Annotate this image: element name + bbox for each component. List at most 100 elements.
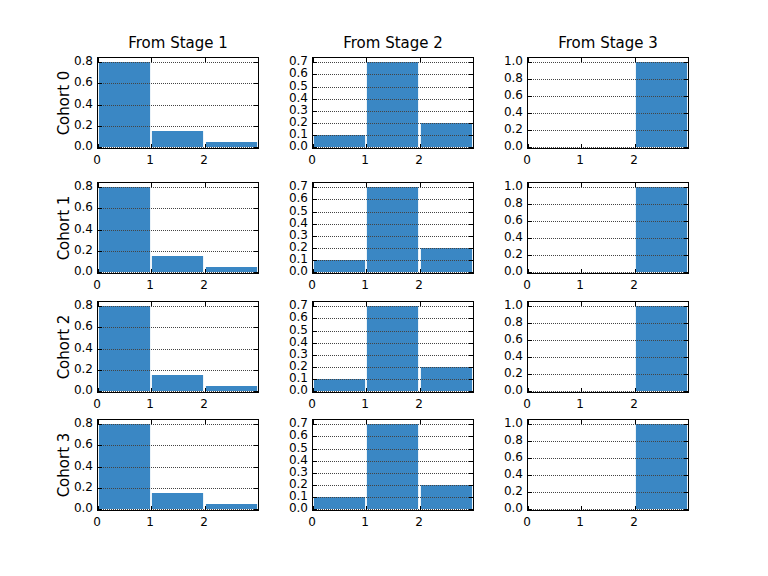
y-tick-mark [469,236,473,237]
gridline [528,96,688,97]
y-tick-mark [684,238,688,239]
x-tick-label: 1 [565,153,595,167]
x-tick-mark [420,302,421,306]
y-tick-label: 0.2 [477,366,523,380]
y-tick-mark [469,424,473,425]
y-tick-mark [98,349,102,350]
gridline [528,130,688,131]
x-tick-mark [528,506,529,510]
y-tick-mark [528,323,532,324]
y-tick-mark [98,208,102,209]
y-tick-mark [469,147,473,148]
gridline [528,147,688,148]
x-tick-mark [528,58,529,62]
y-tick-mark [469,199,473,200]
y-tick-mark [254,370,258,371]
gridline [98,83,258,84]
y-tick-mark [254,445,258,446]
bar [313,497,366,509]
y-tick-mark [684,391,688,392]
y-tick-mark [528,357,532,358]
gridline [528,492,688,493]
y-tick-mark [313,111,317,112]
y-tick-mark [313,318,317,319]
y-tick-mark [254,327,258,328]
x-tick-mark [581,269,582,273]
gridline [528,357,688,358]
bar [151,493,204,509]
y-tick-mark [254,306,258,307]
gridline [528,340,688,341]
x-tick-label: 0 [512,397,542,411]
y-tick-mark [469,123,473,124]
y-tick-mark [469,62,473,63]
x-tick-label: 1 [135,515,165,529]
gridline [98,391,258,392]
subplot-axes-cohort1-fromstage2 [312,182,474,274]
y-tick-mark [684,306,688,307]
y-tick-mark [469,485,473,486]
y-tick-label: 0.6 [262,310,308,324]
x-tick-mark [151,144,152,148]
x-tick-mark [635,144,636,148]
y-tick-mark [684,424,688,425]
y-tick-mark [684,255,688,256]
x-tick-mark [313,420,314,424]
subplot-axes-cohort2-fromstage1 [97,301,259,393]
x-tick-mark [313,144,314,148]
y-tick-mark [313,306,317,307]
y-tick-mark [528,113,532,114]
x-tick-mark [366,144,367,148]
y-tick-label: 0.3 [262,103,308,117]
gridline [98,370,258,371]
x-tick-label: 1 [350,515,380,529]
y-tick-mark [684,62,688,63]
y-tick-mark [684,492,688,493]
gridline [98,62,258,63]
x-tick-mark [635,58,636,62]
y-tick-mark [313,497,317,498]
x-tick-label: 0 [512,515,542,529]
bar [635,187,688,272]
gridline [98,327,258,328]
gridline [528,238,688,239]
x-tick-label: 2 [619,397,649,411]
figure: From Stage 1Cohort 00.00.20.40.60.8012Fr… [0,0,768,576]
x-tick-mark [151,183,152,187]
gridline [98,105,258,106]
bar [635,306,688,391]
gridline [528,323,688,324]
x-tick-mark [581,388,582,392]
x-tick-mark [366,302,367,306]
subplot-axes-cohort0-fromstage1 [97,57,259,149]
gridline [313,248,473,249]
x-tick-label: 2 [189,515,219,529]
y-tick-mark [313,236,317,237]
y-tick-label: 0.5 [262,204,308,218]
y-tick-label: 0.6 [262,191,308,205]
gridline [528,441,688,442]
y-tick-label: 0.8 [47,179,93,193]
y-tick-mark [254,83,258,84]
subplot-title: From Stage 2 [312,34,474,52]
y-tick-mark [469,355,473,356]
y-tick-mark [528,62,532,63]
y-tick-label: 0.6 [47,437,93,451]
x-tick-mark [313,183,314,187]
x-tick-mark [98,269,99,273]
gridline [313,436,473,437]
x-tick-label: 0 [512,278,542,292]
y-tick-mark [98,62,102,63]
gridline [313,318,473,319]
x-tick-label: 1 [565,397,595,411]
x-tick-mark [205,183,206,187]
y-tick-mark [313,449,317,450]
y-tick-label: 0.8 [477,315,523,329]
x-tick-mark [420,58,421,62]
gridline [313,367,473,368]
y-tick-label: 0.6 [477,88,523,102]
gridline [313,473,473,474]
x-tick-mark [420,269,421,273]
x-tick-mark [366,183,367,187]
x-tick-label: 2 [619,515,649,529]
